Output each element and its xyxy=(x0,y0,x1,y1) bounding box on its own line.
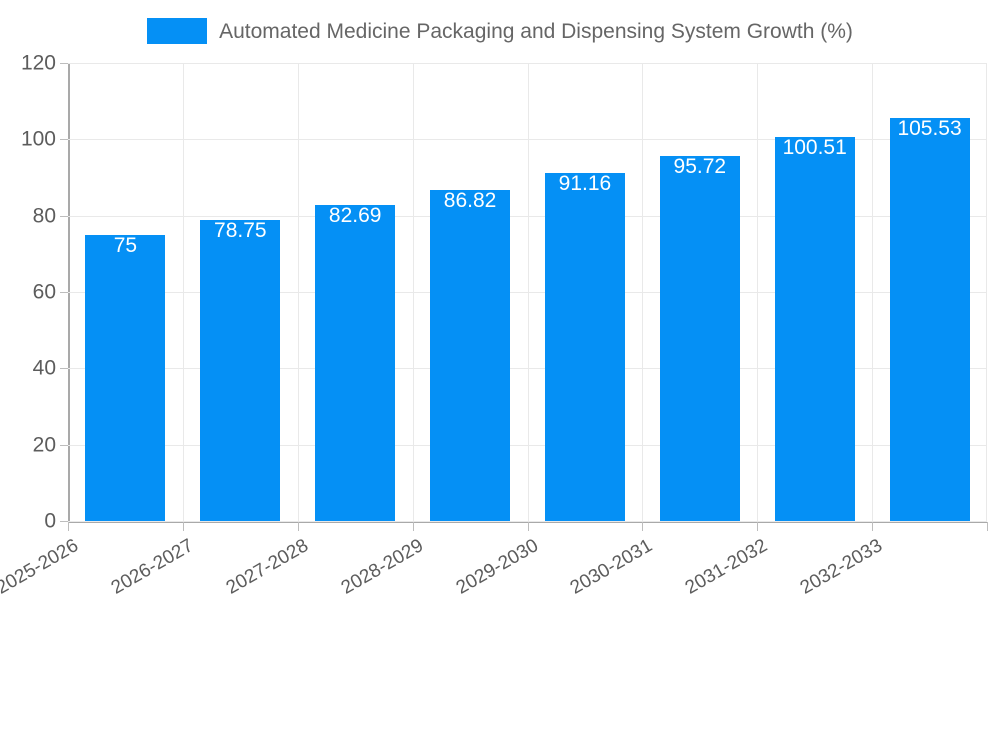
y-tick-mark xyxy=(60,368,68,370)
bar-value-label: 75 xyxy=(113,233,138,257)
x-tick-mark xyxy=(987,522,988,531)
bar-value-label: 100.51 xyxy=(782,136,847,160)
y-tick-mark xyxy=(60,444,68,446)
bar[interactable]: 91.16 xyxy=(544,172,625,521)
plot-area: 75 78.75 82.69 86.82 91.16 95.72 100.51 105.53 xyxy=(68,63,987,522)
gridline-vertical xyxy=(297,63,299,521)
x-tick-mark xyxy=(68,522,69,531)
x-tick-mark xyxy=(297,522,299,531)
y-tick-mark xyxy=(60,139,68,141)
x-tick-mark xyxy=(757,522,759,531)
bar[interactable]: 105.53 xyxy=(889,117,970,521)
y-tick-label: 120 xyxy=(20,51,56,75)
gridline-vertical xyxy=(757,63,759,521)
bar-value-label: 82.69 xyxy=(328,204,382,228)
bar-value-label: 105.53 xyxy=(897,117,962,141)
gridline-vertical xyxy=(527,63,529,521)
gridline-vertical xyxy=(642,63,644,521)
bar[interactable]: 75 xyxy=(85,233,166,521)
bar[interactable]: 95.72 xyxy=(659,154,740,521)
bar[interactable]: 78.75 xyxy=(200,219,281,521)
bar-chart: Automated Medicine Packaging and Dispens… xyxy=(0,14,1000,599)
bar-value-label: 91.16 xyxy=(558,172,612,196)
x-tick-mark xyxy=(412,522,414,531)
gridline-vertical xyxy=(872,63,874,521)
x-tick-mark xyxy=(872,522,874,531)
legend-label: Automated Medicine Packaging and Dispens… xyxy=(219,19,853,43)
bar[interactable]: 86.82 xyxy=(430,188,511,521)
x-tick-mark xyxy=(182,522,184,531)
bar[interactable]: 82.69 xyxy=(315,204,396,521)
y-tick-mark xyxy=(60,215,68,217)
bar-value-label: 78.75 xyxy=(214,219,267,243)
y-tick-label: 60 xyxy=(32,280,56,304)
legend-color-swatch xyxy=(147,18,208,44)
y-tick-mark xyxy=(60,63,68,64)
gridline-horizontal xyxy=(68,521,987,522)
x-tick-mark xyxy=(642,522,644,531)
y-tick-label: 80 xyxy=(32,204,56,228)
gridline-vertical xyxy=(182,63,184,521)
y-tick-mark xyxy=(60,521,68,522)
chart-legend: Automated Medicine Packaging and Dispens… xyxy=(0,14,1000,48)
y-tick-label: 40 xyxy=(32,356,56,380)
bar-value-label: 86.82 xyxy=(443,188,497,212)
x-tick-mark xyxy=(527,522,529,531)
bar[interactable]: 100.51 xyxy=(774,136,855,521)
y-tick-label: 0 xyxy=(44,509,56,533)
y-tick-label: 100 xyxy=(20,127,56,151)
y-tick-mark xyxy=(60,292,68,293)
gridline-vertical xyxy=(412,63,414,521)
y-tick-label: 20 xyxy=(32,433,56,457)
bar-value-label: 95.72 xyxy=(673,154,727,178)
